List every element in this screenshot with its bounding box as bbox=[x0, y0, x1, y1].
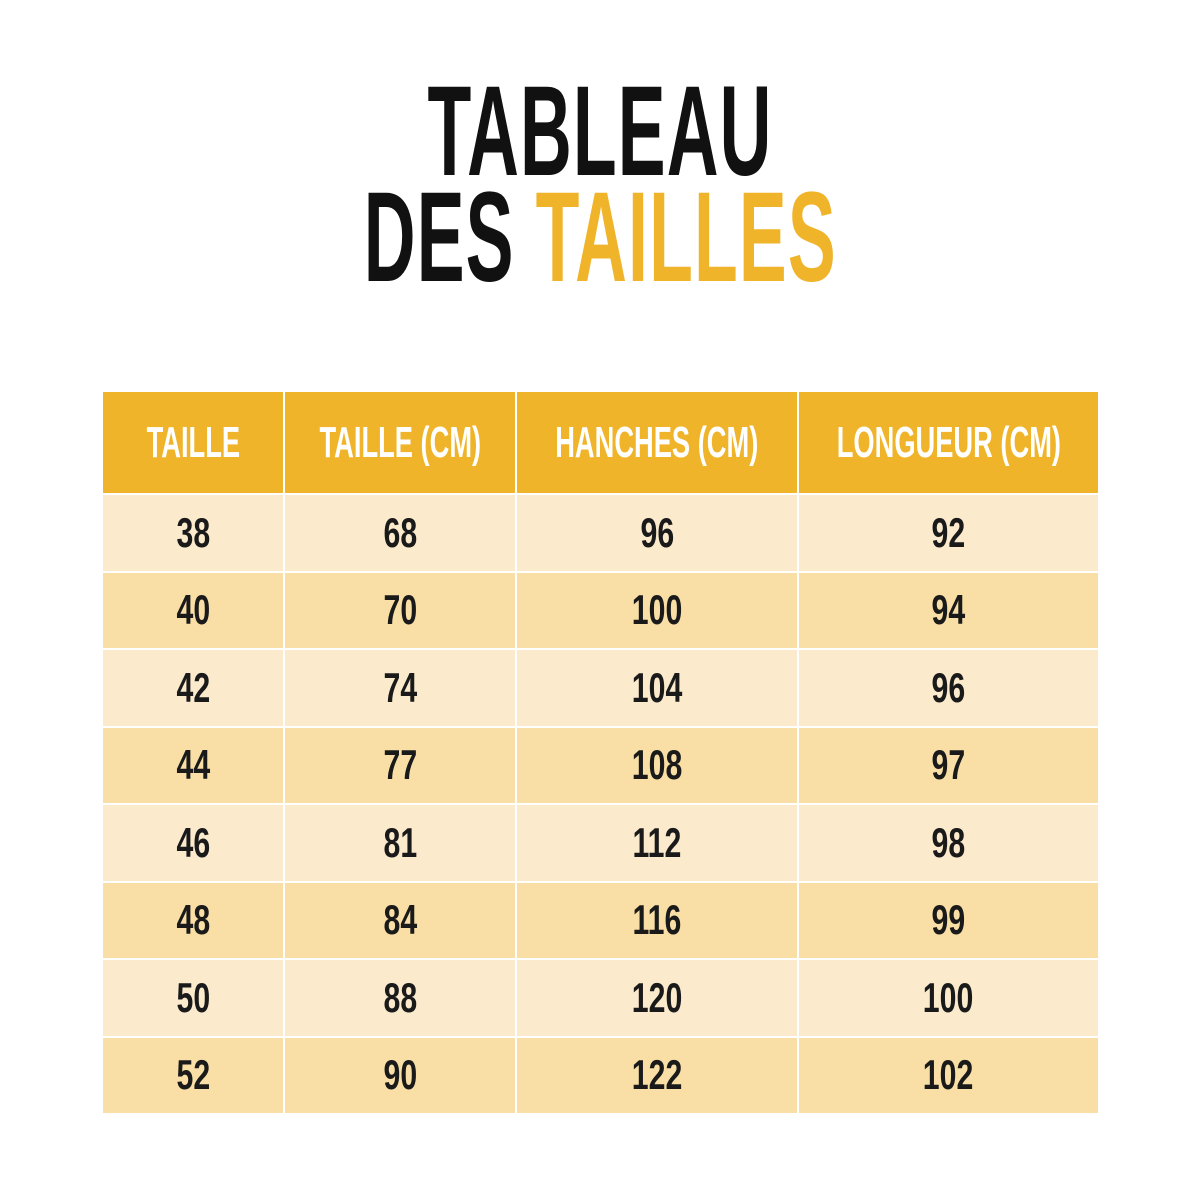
table-row: 40 70 100 94 bbox=[103, 570, 1098, 649]
header-label: LONGUEUR (CM) bbox=[836, 417, 1061, 467]
cell-value: 38 bbox=[176, 508, 210, 556]
cell-value: 96 bbox=[640, 508, 674, 556]
table-cell: 68 bbox=[283, 495, 515, 571]
table-cell: 98 bbox=[797, 805, 1098, 881]
table-cell: 94 bbox=[797, 572, 1098, 648]
table-cell: 42 bbox=[103, 650, 283, 726]
table-cell: 50 bbox=[103, 960, 283, 1036]
cell-value: 100 bbox=[631, 586, 683, 634]
cell-value: 88 bbox=[383, 973, 417, 1021]
table-cell: 100 bbox=[797, 960, 1098, 1036]
cell-value: 90 bbox=[383, 1051, 417, 1099]
table-cell: 122 bbox=[515, 1037, 797, 1113]
table-cell: 96 bbox=[797, 650, 1098, 726]
title-des: DES bbox=[363, 166, 515, 309]
header-cell: TAILLE bbox=[103, 392, 283, 493]
table-cell: 97 bbox=[797, 727, 1098, 803]
cell-value: 94 bbox=[931, 586, 966, 634]
cell-value: 100 bbox=[923, 973, 974, 1021]
cell-value: 70 bbox=[383, 586, 417, 634]
header-label: HANCHES (CM) bbox=[555, 417, 759, 467]
table-cell: 48 bbox=[103, 883, 283, 959]
header-cell: LONGUEUR (CM) bbox=[797, 392, 1098, 493]
table-cell: 44 bbox=[103, 728, 283, 804]
table-cell: 99 bbox=[797, 882, 1098, 958]
table-row: 42 74 104 96 bbox=[103, 648, 1098, 726]
cell-value: 81 bbox=[383, 818, 417, 866]
cell-value: 52 bbox=[176, 1051, 210, 1099]
header-cell: TAILLE (CM) bbox=[283, 392, 515, 493]
title-line-1: TABLEAU bbox=[0, 68, 1200, 196]
table-cell: 116 bbox=[515, 882, 797, 958]
table-cell: 46 bbox=[103, 805, 283, 881]
table-cell: 120 bbox=[515, 960, 797, 1036]
cell-value: 92 bbox=[931, 508, 966, 556]
table-cell: 88 bbox=[283, 960, 515, 1036]
cell-value: 44 bbox=[176, 741, 210, 789]
table-cell: 38 bbox=[103, 495, 283, 571]
cell-value: 74 bbox=[383, 663, 417, 711]
cell-value: 104 bbox=[631, 663, 683, 711]
table-row: 46 81 112 98 bbox=[103, 803, 1098, 881]
table-row: 50 88 120 100 bbox=[103, 958, 1098, 1036]
cell-value: 42 bbox=[176, 663, 210, 711]
cell-value: 120 bbox=[631, 973, 683, 1021]
header-cell: HANCHES (CM) bbox=[515, 392, 797, 493]
table-cell: 40 bbox=[103, 573, 283, 649]
table-cell: 90 bbox=[283, 1037, 515, 1113]
table-cell: 108 bbox=[515, 727, 797, 803]
table-body: 38 68 96 92 40 70 100 94 42 74 104 96 44 77 108 97 46 81 1… bbox=[103, 493, 1098, 1113]
cell-value: 40 bbox=[176, 586, 210, 634]
table-cell: 112 bbox=[515, 805, 797, 881]
cell-value: 98 bbox=[931, 818, 966, 866]
table-cell: 84 bbox=[283, 882, 515, 958]
size-table: TAILLE TAILLE (CM) HANCHES (CM) LONGUEUR… bbox=[103, 392, 1098, 1113]
table-cell: 104 bbox=[515, 650, 797, 726]
table-header-row: TAILLE TAILLE (CM) HANCHES (CM) LONGUEUR… bbox=[103, 392, 1098, 493]
table-cell: 100 bbox=[515, 572, 797, 648]
table-cell: 77 bbox=[283, 727, 515, 803]
cell-value: 77 bbox=[383, 741, 417, 789]
cell-value: 116 bbox=[632, 896, 682, 944]
table-row: 44 77 108 97 bbox=[103, 725, 1098, 804]
cell-value: 108 bbox=[631, 741, 683, 789]
title-tableau: TABLEAU bbox=[427, 60, 773, 203]
table-cell: 102 bbox=[797, 1037, 1098, 1113]
title-line-2: DES TAILLES bbox=[0, 174, 1200, 302]
header-label: TAILLE bbox=[146, 417, 240, 467]
table-row: 52 90 122 102 bbox=[103, 1035, 1098, 1114]
cell-value: 96 bbox=[931, 663, 966, 711]
cell-value: 122 bbox=[631, 1051, 683, 1099]
cell-value: 84 bbox=[383, 896, 417, 944]
table-cell: 81 bbox=[283, 805, 515, 881]
cell-value: 102 bbox=[923, 1051, 974, 1099]
title-tailles-accent: TAILLES bbox=[535, 166, 837, 309]
table-cell: 92 bbox=[797, 495, 1098, 571]
table-cell: 52 bbox=[103, 1038, 283, 1114]
cell-value: 97 bbox=[931, 741, 966, 789]
table-row: 38 68 96 92 bbox=[103, 493, 1098, 571]
cell-value: 46 bbox=[176, 818, 210, 866]
table-cell: 74 bbox=[283, 650, 515, 726]
cell-value: 99 bbox=[931, 896, 966, 944]
table-row: 48 84 116 99 bbox=[103, 880, 1098, 959]
cell-value: 48 bbox=[176, 896, 210, 944]
cell-value: 50 bbox=[176, 973, 210, 1021]
table-cell: 96 bbox=[515, 495, 797, 571]
header-label: TAILLE (CM) bbox=[319, 417, 481, 467]
table-cell: 70 bbox=[283, 572, 515, 648]
title-des-tailles: DES TAILLES bbox=[364, 174, 837, 302]
cell-value: 112 bbox=[632, 818, 682, 866]
cell-value: 68 bbox=[383, 508, 417, 556]
